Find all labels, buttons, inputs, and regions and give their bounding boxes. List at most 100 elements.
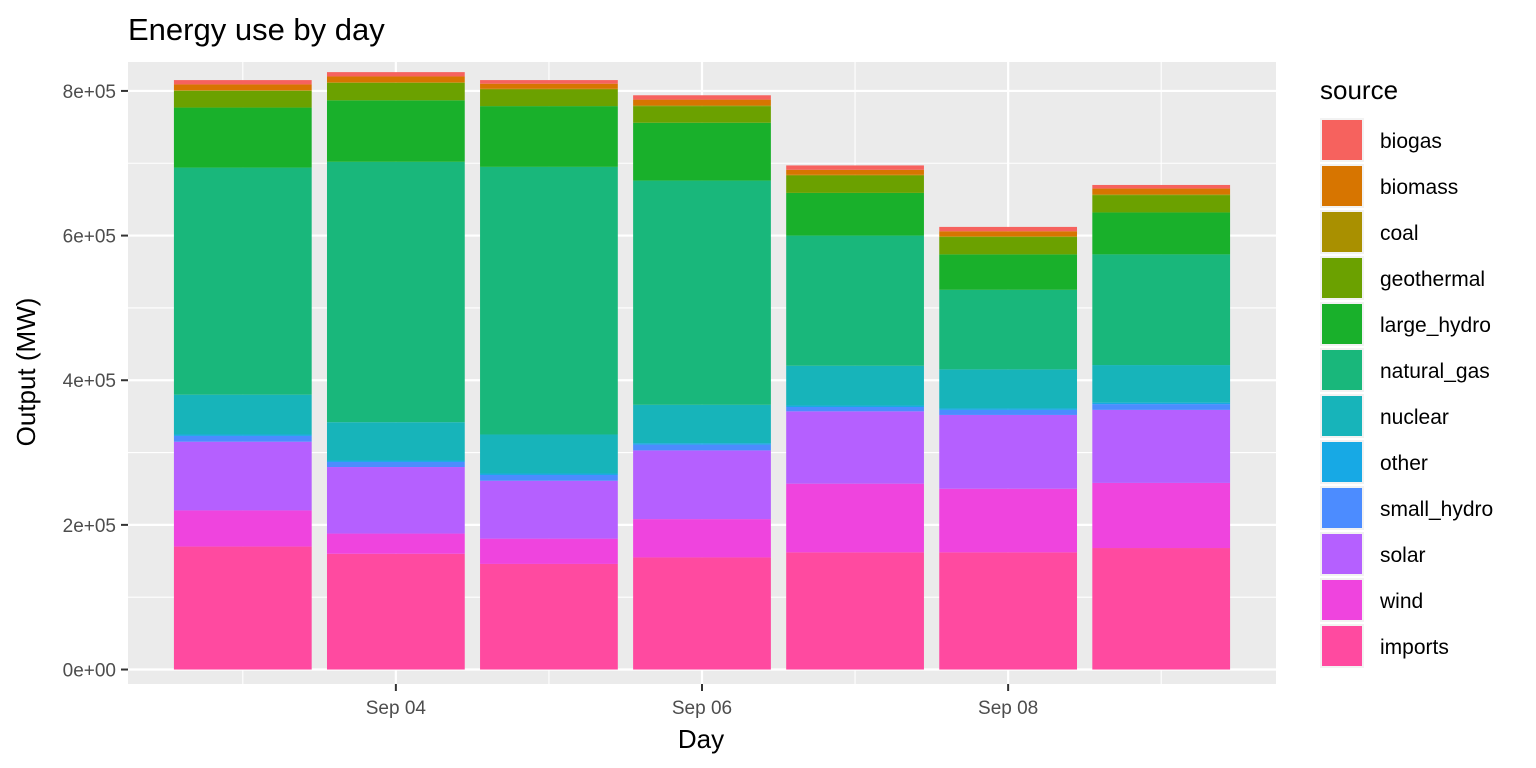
- y-tick-label: 6e+05: [63, 227, 116, 248]
- bar-segment-wind: [326, 533, 465, 554]
- legend-label-coal: coal: [1380, 222, 1419, 245]
- bar-segment-imports: [173, 546, 312, 670]
- bar-segment-imports: [326, 553, 465, 670]
- bar-segment-small_hydro: [786, 406, 924, 412]
- legend-swatch-imports: [1322, 626, 1362, 666]
- bar-segment-geothermal: [173, 90, 312, 108]
- bar-segment-large_hydro: [939, 254, 1078, 290]
- bar-segment-imports: [939, 552, 1078, 670]
- bar-segment-imports: [786, 552, 924, 670]
- legend-label-imports: imports: [1380, 636, 1449, 659]
- legend-label-other: other: [1380, 452, 1428, 475]
- legend-label-solar: solar: [1380, 544, 1426, 567]
- bar-segment-imports: [1092, 548, 1231, 670]
- legend-label-large_hydro: large_hydro: [1380, 314, 1491, 337]
- x-tick-label: Sep 08: [978, 698, 1038, 719]
- legend-swatch-biomass: [1322, 166, 1362, 206]
- bar-segment-solar: [173, 441, 312, 511]
- legend-label-natural_gas: natural_gas: [1380, 360, 1490, 383]
- bar-segment-other: [1092, 402, 1231, 405]
- bar-segment-nuclear: [326, 422, 465, 461]
- bar-segment-biogas: [939, 226, 1078, 232]
- bar-segment-nuclear: [939, 369, 1078, 409]
- bar-segment-biogas: [633, 95, 771, 100]
- bar-segment-geothermal: [939, 237, 1078, 255]
- bar-segment-wind: [939, 488, 1078, 553]
- legend-title: source: [1320, 75, 1398, 105]
- legend-label-biomass: biomass: [1380, 176, 1458, 199]
- bar-segment-wind: [633, 519, 771, 558]
- bar-segment-biomass: [786, 169, 924, 175]
- legend-swatch-solar: [1322, 534, 1362, 574]
- bar-segment-small_hydro: [633, 444, 771, 451]
- bar-segment-other: [173, 434, 312, 436]
- bar-segment-nuclear: [480, 434, 618, 474]
- bar-segment-large_hydro: [173, 107, 312, 168]
- bar-segment-biogas: [786, 165, 924, 170]
- bar-segment-natural_gas: [633, 180, 771, 405]
- bar-segment-solar: [939, 414, 1078, 489]
- bar-segment-natural_gas: [1092, 254, 1231, 366]
- bar-segment-other: [480, 473, 618, 475]
- x-tick-label: Sep 06: [672, 698, 732, 719]
- bar-segment-natural_gas: [786, 235, 924, 366]
- legend: source biogas biomass coal geothermal large_…: [1320, 75, 1493, 668]
- legend-label-wind: wind: [1379, 590, 1423, 613]
- bar-segment-large_hydro: [480, 106, 618, 167]
- legend-label-geothermal: geothermal: [1380, 268, 1485, 291]
- legend-swatch-large_hydro: [1322, 304, 1362, 344]
- bar-segment-coal: [1092, 194, 1231, 196]
- y-tick-label: 0e+00: [63, 661, 116, 682]
- bar-segment-solar: [786, 411, 924, 484]
- bar-segment-biogas: [173, 80, 312, 85]
- bar-segment-coal: [173, 90, 312, 91]
- bar-segment-small_hydro: [1092, 404, 1231, 410]
- bar-segment-biogas: [326, 72, 465, 77]
- legend-label-nuclear: nuclear: [1380, 406, 1449, 429]
- bar-segment-small_hydro: [939, 409, 1078, 415]
- bar-segment-coal: [633, 105, 771, 107]
- bar-segment-large_hydro: [326, 100, 465, 162]
- bar-segment-natural_gas: [326, 161, 465, 423]
- legend-swatch-coal: [1322, 212, 1362, 252]
- bar-segment-solar: [1092, 409, 1231, 483]
- bar-segment-solar: [633, 450, 771, 520]
- bar-segment-biomass: [480, 83, 618, 89]
- bar-segment-wind: [480, 538, 618, 564]
- bar-segment-biomass: [326, 76, 465, 83]
- bar-segment-small_hydro: [173, 435, 312, 442]
- bar-segment-other: [939, 408, 1078, 410]
- bar-segment-large_hydro: [1092, 212, 1231, 255]
- bar-segment-other: [786, 405, 924, 407]
- bar-segment-small_hydro: [480, 474, 618, 481]
- y-tick-label: 2e+05: [63, 516, 116, 537]
- x-axis-title: Day: [678, 724, 724, 754]
- bar-segment-geothermal: [1092, 195, 1231, 213]
- bar-segment-biomass: [1092, 188, 1231, 195]
- bar-segment-coal: [480, 88, 618, 90]
- legend-label-biogas: biogas: [1380, 130, 1442, 153]
- bar-segment-solar: [326, 467, 465, 534]
- bar-segment-wind: [173, 510, 312, 547]
- bar-segment-imports: [480, 563, 618, 670]
- bar-segment-geothermal: [480, 89, 618, 107]
- chart-title: Energy use by day: [128, 12, 385, 47]
- legend-swatch-nuclear: [1322, 396, 1362, 436]
- bar-segment-biomass: [173, 84, 312, 91]
- bar-segment-wind: [1092, 482, 1231, 549]
- bar-segment-coal: [939, 236, 1078, 238]
- y-tick-label: 4e+05: [63, 371, 116, 392]
- bar-segment-coal: [326, 82, 465, 83]
- legend-label-small_hydro: small_hydro: [1380, 498, 1493, 521]
- x-axis: Sep 04 Sep 06 Sep 08: [366, 684, 1038, 719]
- legend-swatch-geothermal: [1322, 258, 1362, 298]
- bar-segment-biogas: [1092, 184, 1231, 189]
- bar-segment-geothermal: [326, 82, 465, 101]
- bar-segment-geothermal: [633, 106, 771, 123]
- bar-segment-natural_gas: [939, 289, 1078, 370]
- bar-segment-biomass: [939, 231, 1078, 237]
- bar-segment-nuclear: [1092, 365, 1231, 403]
- bar-segment-wind: [786, 483, 924, 553]
- y-tick-label: 8e+05: [63, 82, 116, 103]
- bar-segment-imports: [633, 557, 771, 670]
